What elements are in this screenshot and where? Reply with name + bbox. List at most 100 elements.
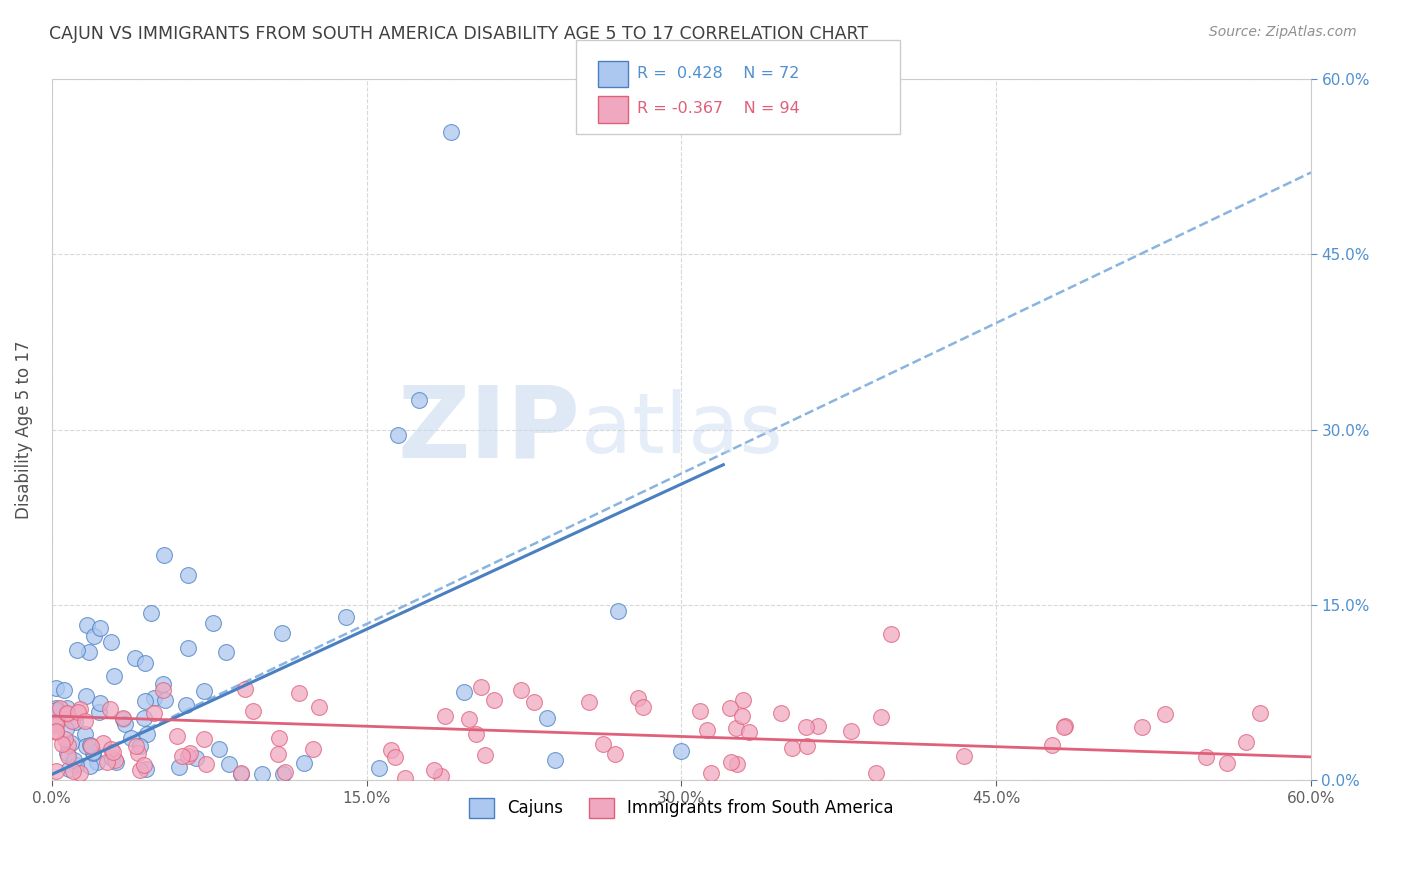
- Point: [267, 731, 290, 745]
- Point: [839, 723, 862, 738]
- Point: [104, 753, 127, 767]
- Point: [52, 682, 75, 697]
- Point: [429, 769, 451, 783]
- Point: [127, 746, 149, 760]
- Point: [45, 764, 67, 778]
- Point: [56, 746, 79, 760]
- Point: [335, 609, 357, 624]
- Point: [1216, 756, 1239, 770]
- Point: [176, 567, 198, 582]
- Point: [139, 606, 162, 620]
- Point: [166, 729, 188, 743]
- Point: [544, 753, 567, 767]
- Point: [696, 723, 718, 737]
- Point: [770, 706, 793, 721]
- Point: [45, 725, 67, 739]
- Point: [368, 761, 391, 775]
- Point: [592, 737, 614, 751]
- Point: [384, 749, 406, 764]
- Point: [69, 702, 91, 716]
- Point: [80, 739, 103, 753]
- Point: [125, 739, 148, 754]
- Point: [112, 712, 135, 726]
- Point: [153, 549, 176, 563]
- Point: [60, 714, 83, 728]
- Point: [271, 767, 294, 781]
- Point: [63, 715, 86, 730]
- Point: [177, 749, 200, 764]
- Point: [105, 755, 128, 769]
- Point: [523, 695, 546, 709]
- Point: [627, 691, 650, 706]
- Text: Source: ZipAtlas.com: Source: ZipAtlas.com: [1209, 25, 1357, 39]
- Point: [292, 756, 315, 770]
- Point: [176, 698, 198, 713]
- Point: [55, 723, 77, 737]
- Point: [218, 757, 240, 772]
- Point: [1053, 720, 1076, 734]
- Point: [231, 765, 253, 780]
- Point: [880, 627, 903, 641]
- Point: [89, 696, 111, 710]
- Point: [780, 741, 803, 756]
- Point: [128, 764, 150, 778]
- Point: [193, 683, 215, 698]
- Point: [45, 717, 67, 731]
- Point: [103, 669, 125, 683]
- Point: [796, 720, 818, 734]
- Point: [484, 693, 506, 707]
- Point: [135, 727, 157, 741]
- Point: [270, 625, 292, 640]
- Point: [689, 704, 711, 718]
- Point: [302, 742, 325, 756]
- Point: [143, 706, 166, 721]
- Point: [58, 748, 80, 763]
- Point: [96, 756, 118, 770]
- Point: [128, 739, 150, 753]
- Point: [49, 701, 72, 715]
- Text: atlas: atlas: [581, 389, 782, 470]
- Point: [75, 689, 97, 703]
- Point: [75, 714, 97, 728]
- Point: [134, 656, 156, 670]
- Point: [423, 764, 446, 778]
- Point: [1249, 706, 1271, 720]
- Point: [394, 771, 416, 785]
- Point: [56, 701, 79, 715]
- Point: [62, 764, 84, 779]
- Point: [536, 711, 558, 725]
- Point: [1154, 707, 1177, 722]
- Point: [132, 758, 155, 772]
- Point: [725, 757, 748, 772]
- Point: [65, 758, 87, 772]
- Point: [267, 747, 290, 761]
- Point: [953, 748, 976, 763]
- Point: [1195, 750, 1218, 764]
- Point: [76, 618, 98, 632]
- Point: [100, 742, 122, 756]
- Point: [152, 677, 174, 691]
- Point: [308, 699, 330, 714]
- Point: [380, 743, 402, 757]
- Point: [79, 759, 101, 773]
- Point: [100, 634, 122, 648]
- Point: [202, 615, 225, 630]
- Point: [184, 750, 207, 764]
- Point: [124, 651, 146, 665]
- Point: [82, 745, 104, 759]
- Point: [132, 711, 155, 725]
- Point: [458, 712, 481, 726]
- Point: [233, 682, 256, 697]
- Point: [193, 732, 215, 747]
- Point: [242, 704, 264, 718]
- Point: [274, 765, 297, 780]
- Point: [143, 691, 166, 706]
- Point: [73, 727, 96, 741]
- Point: [45, 716, 67, 731]
- Point: [101, 745, 124, 759]
- Point: [170, 749, 193, 764]
- Point: [45, 711, 67, 725]
- Text: R =  0.428    N = 72: R = 0.428 N = 72: [637, 66, 799, 80]
- Point: [179, 746, 201, 760]
- Point: [474, 747, 496, 762]
